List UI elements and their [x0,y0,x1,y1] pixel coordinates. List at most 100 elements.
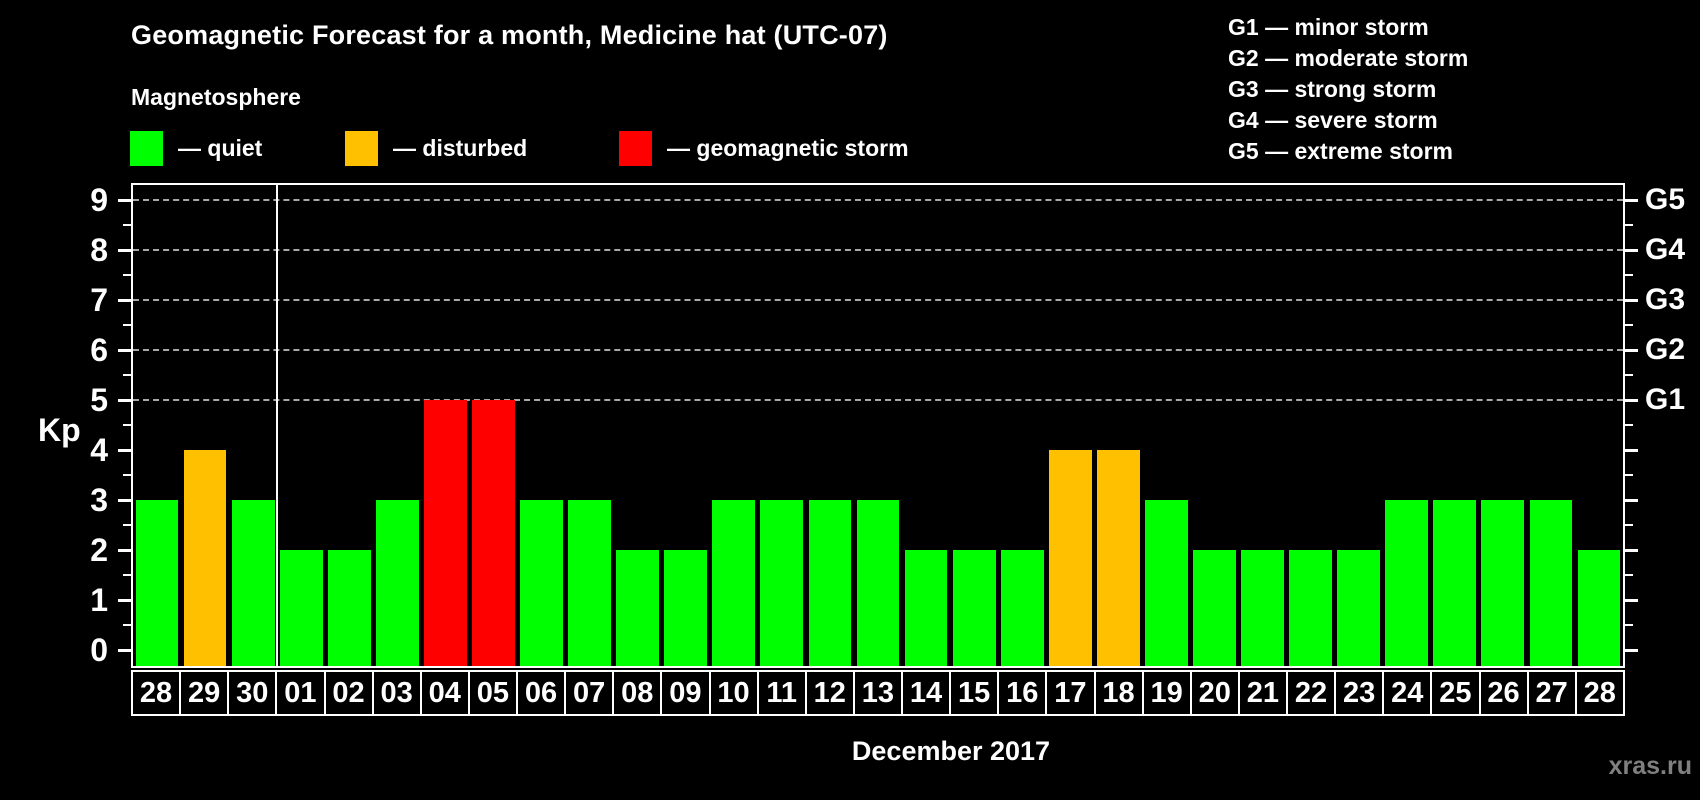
y-axis-minor-tick-left [123,474,131,476]
y-axis-tick-label: 4 [90,432,108,468]
kp-bar-day-06 [520,500,563,666]
storm-scale-legend: G1 — minor storm G2 — moderate storm G3 … [1228,12,1468,167]
legend-label-disturbed: — disturbed [393,135,528,161]
day-label-08: 08 [612,670,663,716]
kp-bar-day-03 [375,500,419,666]
kp-bar-day-22 [1289,550,1332,666]
y-axis-title: Kp [38,412,81,448]
day-label-28: 28 [1574,670,1625,716]
legend-label-storm: — geomagnetic storm [667,135,909,161]
right-axis-label-g1: G1 [1645,383,1686,416]
month-separator-line [276,185,279,666]
gridline-kp6 [133,349,1623,351]
y-axis-minor-tick-left [123,224,131,226]
storm-scale-g5: G5 — extreme storm [1228,138,1453,164]
kp-bar-day-01 [279,550,323,666]
day-label-21: 21 [1237,670,1288,716]
day-label-18: 18 [1093,670,1144,716]
y-axis-tick-label: 8 [90,232,108,268]
y-axis-minor-tick-right [1625,374,1633,376]
day-label-20: 20 [1189,670,1240,716]
day-label-27: 27 [1526,670,1577,716]
kp-bar-day-07 [568,500,611,666]
y-axis-minor-tick-left [123,524,131,526]
y-axis-tick-label: 5 [90,382,108,418]
y-axis-minor-tick-left [123,324,131,326]
legend-label-quiet: — quiet [178,135,263,161]
kp-bar-day-05 [472,400,515,666]
day-label-15: 15 [949,670,1000,716]
kp-bar-day-28 [135,500,179,666]
y-axis-major-tick-right [1625,549,1638,552]
y-axis-minor-tick-left [123,424,131,426]
y-axis-major-tick-right [1625,299,1638,302]
day-label-28: 28 [131,670,182,716]
gridline-kp8 [133,249,1623,251]
kp-bar-day-24 [1385,500,1429,666]
y-axis-tick-label: 6 [90,332,108,368]
kp-bar-day-17 [1048,450,1092,666]
day-label-25: 25 [1430,670,1481,716]
kp-bar-day-25 [1433,500,1477,666]
y-axis-major-tick-left [118,299,131,302]
kp-bar-day-18 [1096,450,1140,666]
day-label-04: 04 [419,670,470,716]
kp-bar-day-21 [1241,550,1284,666]
y-axis-tick-label: 9 [90,182,108,218]
day-label-22: 22 [1286,670,1337,716]
storm-scale-g3: G3 — strong storm [1228,76,1437,102]
day-label-07: 07 [564,670,615,716]
day-label-05: 05 [467,670,518,716]
kp-bar-day-09 [664,550,708,666]
day-label-03: 03 [371,670,422,716]
y-axis-major-tick-right [1625,449,1638,452]
y-axis-minor-tick-left [123,624,131,626]
kp-bar-day-29 [183,450,227,666]
x-axis-day-labels: 28 29 30 01 02 03 04 05 06 07 08 09 10 11 12 13 14 15 16 17… [131,670,1625,716]
day-label-30: 30 [227,670,278,716]
right-axis-label-g3: G3 [1645,283,1686,316]
kp-bar-day-04 [424,400,467,666]
y-axis-major-tick-left [118,399,131,402]
kp-bar-day-08 [616,550,660,666]
day-label-10: 10 [708,670,759,716]
day-label-16: 16 [997,670,1048,716]
day-label-23: 23 [1334,670,1385,716]
y-axis-minor-tick-right [1625,224,1633,226]
kp-bar-day-27 [1529,500,1573,666]
kp-bar-day-13 [856,500,900,666]
day-label-14: 14 [901,670,952,716]
day-label-17: 17 [1045,670,1096,716]
kp-bar-day-16 [1000,550,1044,666]
y-axis-minor-tick-left [123,274,131,276]
legend-item-storm: — geomagnetic storm [619,131,909,166]
storm-scale-g1: G1 — minor storm [1228,14,1429,40]
xras-watermark-link[interactable]: xras.ru [1608,752,1692,780]
gridline-kp7 [133,299,1623,301]
kp-bar-day-14 [904,550,948,666]
kp-bar-day-20 [1193,550,1236,666]
kp-bar-day-12 [808,500,852,666]
y-axis-minor-tick-right [1625,474,1633,476]
y-axis-major-tick-left [118,449,131,452]
y-axis-major-tick-left [118,649,131,652]
y-axis-tick-label: 1 [90,582,108,618]
y-axis-major-tick-right [1625,249,1638,252]
kp-bar-day-23 [1337,550,1381,666]
y-axis-major-tick-right [1625,499,1638,502]
day-label-06: 06 [516,670,567,716]
day-label-24: 24 [1382,670,1433,716]
storm-scale-g2: G2 — moderate storm [1228,45,1469,71]
day-label-01: 01 [275,670,326,716]
legend-item-disturbed: — disturbed [345,131,527,166]
gridline-kp5 [133,399,1623,401]
kp-bar-day-28 [1577,550,1621,666]
right-axis-label-g5: G5 [1645,183,1686,216]
y-axis-minor-tick-right [1625,624,1633,626]
plot-area [131,183,1625,668]
magnetosphere-label: Magnetosphere [131,84,301,110]
kp-bar-day-11 [760,500,804,666]
y-axis-tick-label: 3 [90,482,108,518]
day-label-13: 13 [852,670,903,716]
